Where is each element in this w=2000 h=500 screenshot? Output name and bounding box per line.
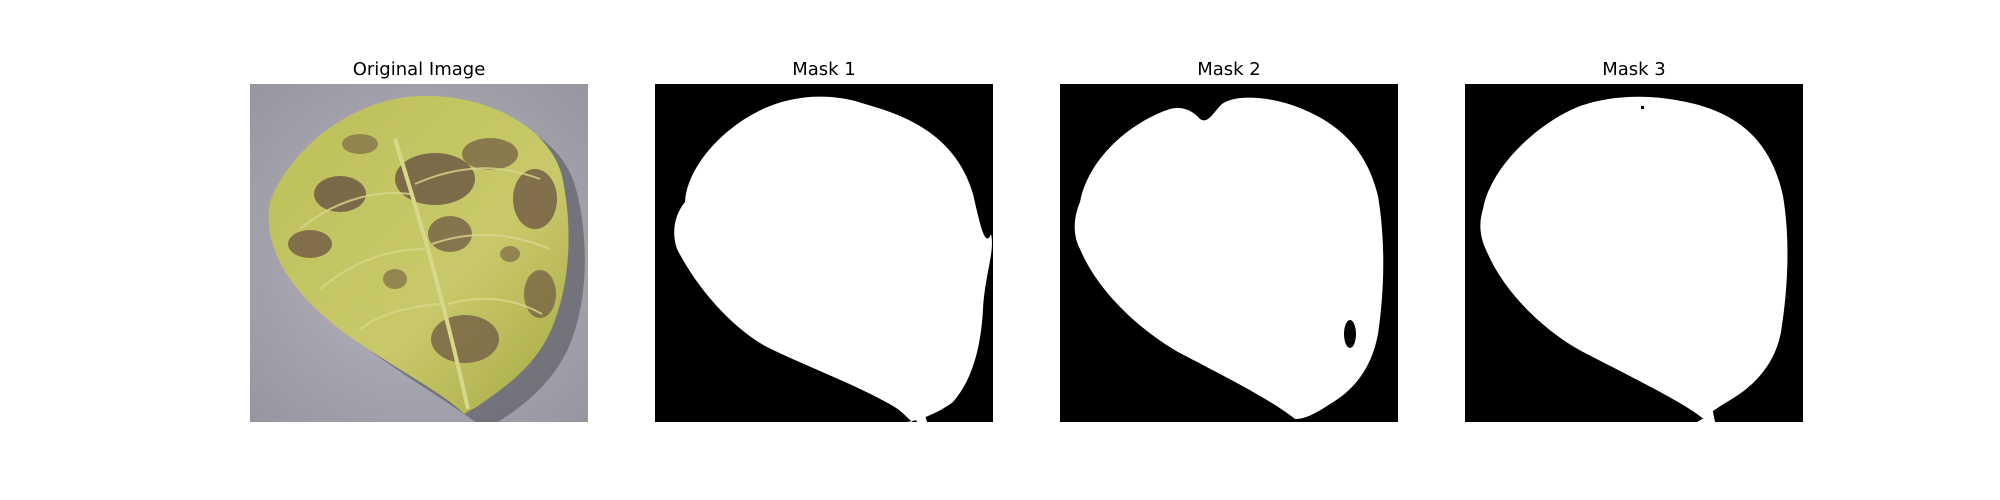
- panel-title-mask-2: Mask 2: [1197, 59, 1261, 80]
- mask-1-stem: [905, 398, 927, 422]
- panel-title-mask-3: Mask 3: [1602, 59, 1666, 80]
- mask-2-svg: [1060, 84, 1398, 422]
- panel-title-mask-1: Mask 1: [792, 59, 856, 80]
- mask-2-image: [1060, 84, 1398, 422]
- original-image: [250, 84, 588, 422]
- mask-1-svg: [655, 84, 993, 422]
- leaf-photo-svg: [250, 84, 588, 422]
- mask-3-svg: [1465, 84, 1803, 422]
- mask-1-shape: [674, 96, 992, 422]
- leaf-veins: [299, 167, 551, 330]
- mask-1-image: [655, 84, 993, 422]
- leaf-midrib: [393, 138, 470, 410]
- mask-3-image: [1465, 84, 1803, 422]
- mask-2-shape: [1074, 97, 1384, 419]
- panel-title-original-image: Original Image: [352, 59, 486, 80]
- mask-3-stem: [1697, 402, 1715, 422]
- mask-2-speck: [1338, 269, 1342, 275]
- mask-3-speck: [1641, 106, 1644, 109]
- mask-3-shape: [1480, 96, 1788, 422]
- panel-original-image: Original Image: [250, 0, 588, 500]
- panel-mask-3: Mask 3: [1465, 0, 1803, 500]
- panel-mask-2: Mask 2: [1060, 0, 1398, 500]
- mask-2-hole: [1344, 320, 1356, 348]
- leaf-spots: [288, 134, 557, 363]
- panel-mask-1: Mask 1: [655, 0, 993, 500]
